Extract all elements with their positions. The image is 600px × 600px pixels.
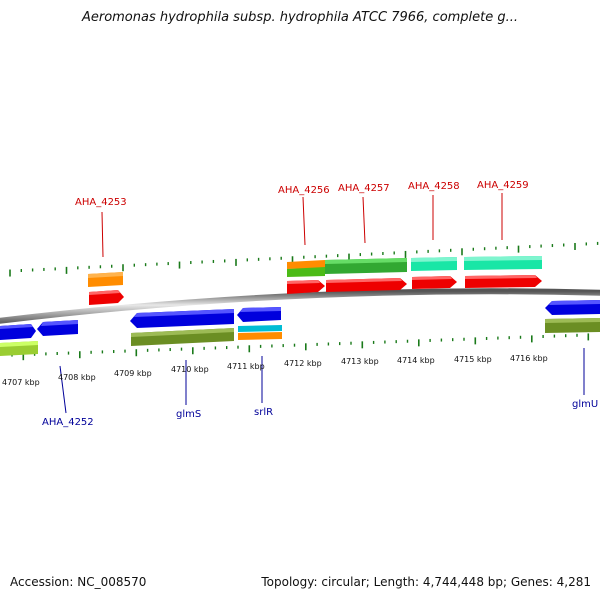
gene-feature-green [287,267,325,277]
scale-label: 4707 kbp [2,378,40,387]
scale-label: 4713 kbp [341,357,379,366]
scale-label: 4712 kbp [284,359,322,368]
leader-aha-4257 [362,196,366,244]
gene-label-glmu[interactable]: glmU [572,399,598,410]
leader-aha-4253 [101,211,104,258]
scale-label: 4709 kbp [114,369,152,378]
forward-gene-labels: AHA_4253 AHA_4256 AHA_4257 AHA_4258 AHA_… [75,180,529,208]
gene-label-aha-4259[interactable]: AHA_4259 [477,180,529,191]
gene-label-aha-4257[interactable]: AHA_4257 [338,183,390,194]
map-title: Aeromonas hydrophila subsp. hydrophila A… [81,10,519,25]
lower-tick-row [11,333,590,361]
gene-feature-orange [238,332,282,340]
gene-label-aha-4256[interactable]: AHA_4256 [278,185,330,196]
scale-label: 4708 kbp [58,373,96,382]
scale-label: 4710 kbp [171,365,209,374]
scale-label: 4711 kbp [227,362,265,371]
leader-aha-4252 [59,365,67,414]
gene-feature-orange [287,260,325,269]
gene-feature-cyan [238,325,282,332]
scale-label: 4715 kbp [454,355,492,364]
gene-label-aha-4252[interactable]: AHA_4252 [42,417,94,428]
reverse-strand-features [0,300,600,356]
gene-label-glms[interactable]: glmS [176,409,201,420]
scale-label: 4716 kbp [510,354,548,363]
gene-label-srlr[interactable]: srlR [254,407,273,418]
accession-text: Accession: NC_008570 [10,575,147,589]
genome-summary-text: Topology: circular; Length: 4,744,448 bp… [261,575,591,589]
genome-backbone [0,288,600,324]
label-leaders [59,193,585,414]
reverse-gene-labels: AHA_4252 glmS srlR glmU [42,399,598,428]
scale-label: 4714 kbp [397,356,435,365]
scale-labels: 4707 kbp 4708 kbp 4709 kbp 4710 kbp 4711… [2,354,548,387]
upper-tick-row [9,241,599,277]
leader-aha-4256 [302,196,306,246]
gene-label-aha-4253[interactable]: AHA_4253 [75,197,127,208]
gene-label-aha-4258[interactable]: AHA_4258 [408,181,460,192]
forward-strand-features [88,256,542,305]
